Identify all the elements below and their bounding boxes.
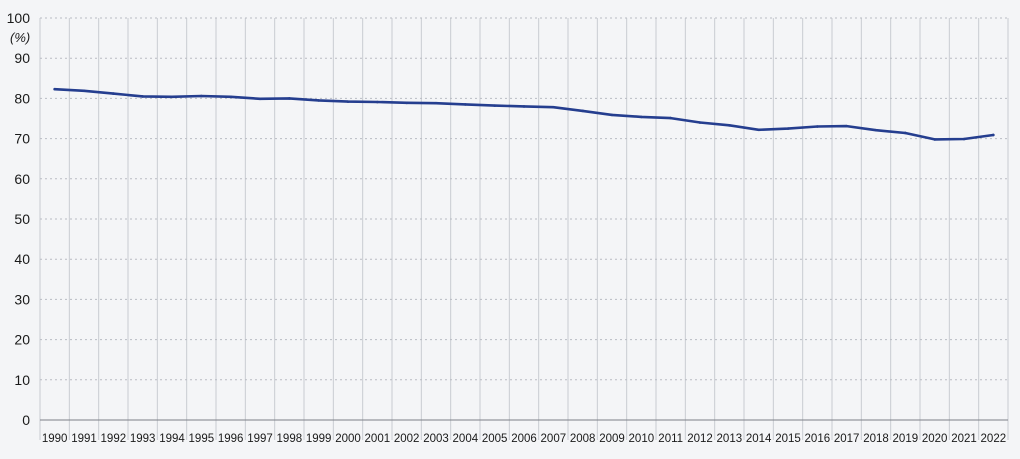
data-point — [669, 116, 672, 120]
x-tick-label: 1998 — [277, 433, 303, 445]
x-tick-label: 2016 — [805, 433, 831, 445]
data-point — [992, 133, 995, 137]
x-tick-label: 2020 — [922, 433, 948, 445]
x-tick-label: 1997 — [247, 433, 273, 445]
y-tick-label: 30 — [14, 291, 30, 307]
data-point — [493, 104, 496, 107]
y-axis-unit-label: (%) — [10, 30, 30, 45]
x-tick-label: 1990 — [42, 433, 68, 445]
data-point — [845, 124, 848, 128]
data-point — [288, 97, 291, 100]
data-point — [552, 105, 555, 109]
data-point — [82, 89, 86, 93]
x-tick-label: 2011 — [658, 433, 683, 445]
data-point — [170, 95, 174, 99]
data-point — [933, 138, 936, 141]
x-tick-label: 2007 — [541, 433, 567, 445]
x-tick-label: 2008 — [570, 433, 596, 445]
y-tick-label: 20 — [14, 332, 30, 348]
x-tick-label: 2002 — [394, 433, 420, 445]
data-point — [874, 128, 878, 132]
data-point — [200, 94, 203, 98]
x-tick-label: 2015 — [775, 433, 801, 445]
x-tick-label: 2012 — [687, 433, 713, 445]
x-tick-label: 2001 — [365, 433, 391, 445]
data-point — [728, 124, 731, 127]
x-tick-label: 1995 — [189, 433, 215, 445]
data-point — [346, 100, 350, 103]
y-tick-label: 60 — [14, 171, 30, 187]
data-point — [816, 125, 819, 128]
x-tick-label: 2010 — [629, 433, 655, 445]
y-tick-label: 40 — [14, 251, 30, 267]
x-tick-label: 2006 — [511, 433, 537, 445]
y-tick-label: 80 — [14, 90, 30, 106]
x-tick-label: 1999 — [306, 433, 332, 445]
data-point — [53, 87, 56, 91]
x-tick-label: 2003 — [423, 433, 449, 445]
x-tick-label: 2005 — [482, 433, 508, 445]
data-point — [112, 92, 115, 95]
data-point — [464, 103, 467, 106]
data-point — [405, 101, 408, 105]
x-tick-label: 2004 — [453, 433, 479, 445]
data-point — [757, 128, 760, 132]
x-tick-label: 2019 — [893, 433, 919, 445]
grid-layer — [39, 17, 1009, 440]
x-tick-label: 2013 — [717, 433, 743, 445]
data-point — [904, 131, 907, 135]
data-point — [962, 137, 966, 141]
series-layer — [53, 87, 995, 141]
data-point — [317, 99, 320, 102]
x-tick-label: 2018 — [863, 433, 889, 445]
data-point — [610, 113, 614, 117]
y-tick-label: 100 — [7, 10, 31, 26]
data-point — [229, 95, 232, 99]
y-tick-label: 90 — [14, 50, 30, 66]
y-tick-label: 50 — [14, 211, 30, 227]
x-tick-label: 1993 — [130, 433, 156, 445]
y-tick-label: 10 — [14, 372, 30, 388]
x-tick-label: 2022 — [981, 433, 1007, 445]
x-tick-label: 2009 — [599, 433, 625, 445]
x-tick-label: 2014 — [746, 433, 772, 445]
data-point — [522, 105, 526, 108]
x-tick-label: 1996 — [218, 433, 244, 445]
series-line — [53, 87, 995, 141]
data-point — [786, 127, 790, 130]
x-tick-label: 2021 — [951, 433, 977, 445]
x-tick-label: 2000 — [335, 433, 361, 445]
x-tick-label: 2017 — [834, 433, 860, 445]
data-point — [434, 101, 438, 105]
data-point — [141, 95, 144, 98]
data-point — [581, 109, 584, 113]
data-point — [376, 100, 379, 104]
data-point — [698, 121, 702, 124]
x-tick-label: 1991 — [71, 433, 97, 445]
data-point — [640, 115, 643, 119]
y-tick-label: 70 — [14, 131, 30, 147]
x-tick-label: 1994 — [159, 433, 185, 445]
x-tick-label: 1992 — [101, 433, 127, 445]
y-tick-label: 0 — [22, 412, 30, 428]
data-point — [258, 97, 262, 101]
